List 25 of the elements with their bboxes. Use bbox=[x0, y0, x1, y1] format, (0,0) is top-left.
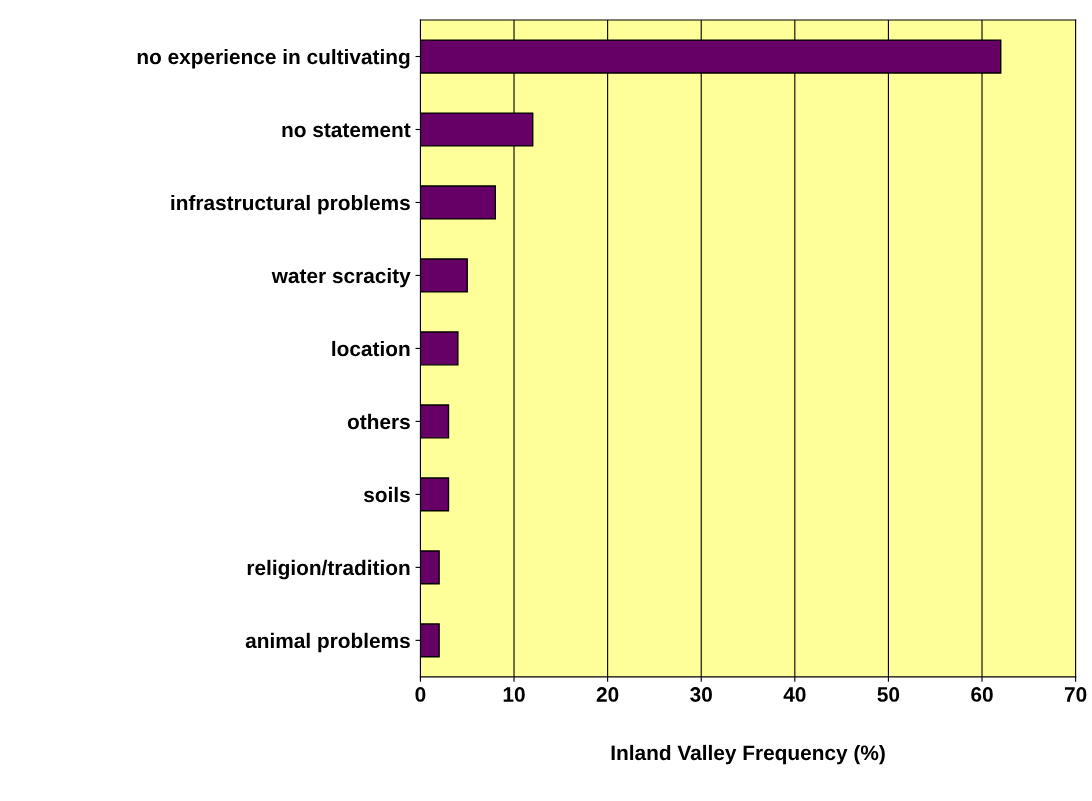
bar bbox=[420, 331, 459, 366]
x-tick-label: 30 bbox=[690, 687, 712, 702]
x-tick-label: 0 bbox=[415, 687, 426, 702]
x-tick-label: 70 bbox=[1064, 687, 1087, 702]
y-tick-label: soils bbox=[363, 486, 410, 503]
x-tick-label: 10 bbox=[503, 687, 525, 702]
bar bbox=[420, 477, 450, 512]
y-tick-label: religion/tradition bbox=[247, 559, 410, 580]
x-tick-label: 40 bbox=[783, 687, 806, 702]
bar bbox=[420, 185, 496, 220]
y-tick-label: water scracity bbox=[271, 267, 411, 288]
y-tick-label: infrastructural problems bbox=[171, 194, 410, 215]
x-tick-label: 60 bbox=[971, 687, 993, 702]
x-tick-label: 20 bbox=[596, 687, 619, 702]
bar bbox=[420, 404, 450, 439]
x-tick-label: 50 bbox=[877, 687, 900, 702]
bar bbox=[420, 623, 440, 658]
y-tick-label: others bbox=[347, 413, 410, 430]
y-tick-label: no experience in cultivating bbox=[137, 48, 410, 69]
bar bbox=[420, 550, 440, 585]
y-tick-label: location bbox=[332, 340, 410, 357]
y-tick-label: animal problems bbox=[245, 632, 410, 653]
x-axis-title: Inland Valley Frequency (%) bbox=[611, 744, 885, 765]
bar bbox=[420, 258, 468, 293]
y-tick-label: no statement bbox=[282, 123, 411, 138]
